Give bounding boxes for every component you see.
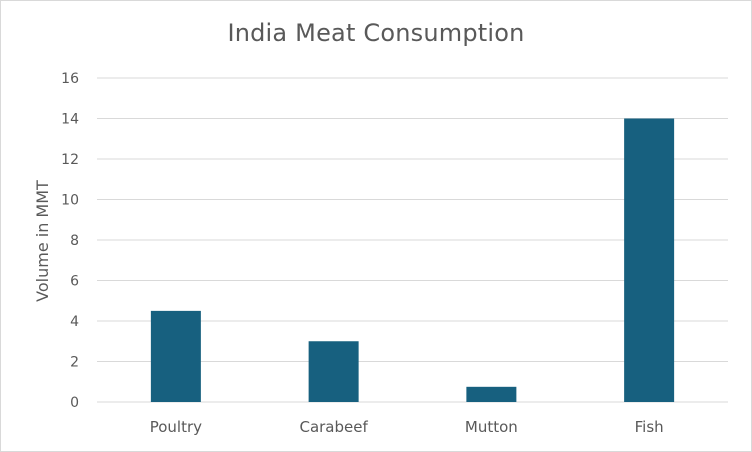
bar-poultry [151, 311, 201, 402]
bar-fish [624, 119, 674, 403]
chart-area: India Meat Consumption 0 2 4 6 8 10 12 14 16 Pou… [0, 0, 752, 452]
bar-carabeef [309, 341, 359, 402]
y-tick-label: 0 [70, 395, 79, 411]
y-tick-label: 6 [70, 274, 79, 290]
y-tick-label: 2 [70, 355, 79, 371]
x-category-label: Carabeef [299, 418, 368, 436]
x-category-label: Poultry [150, 418, 202, 436]
y-tick-label: 10 [61, 193, 79, 209]
bars [151, 119, 674, 403]
y-axis-title: Volume in MMT [33, 180, 52, 302]
bar-mutton [466, 387, 516, 402]
y-tick-label: 4 [70, 314, 79, 330]
y-tick-label: 12 [61, 152, 79, 168]
x-category-label: Fish [635, 418, 664, 436]
chart-plot: 0246810121416 Poultry Carabeef Mutton Fish … [1, 1, 751, 451]
y-axis-ticks: 0 2 4 6 8 10 12 14 16 [61, 71, 79, 411]
x-axis-labels: Poultry Carabeef Mutton Fish [150, 418, 664, 436]
y-tick-label: 14 [61, 112, 79, 128]
y-tick-label: 16 [61, 71, 79, 87]
y-tick-label: 8 [70, 233, 79, 249]
x-category-label: Mutton [465, 418, 518, 436]
